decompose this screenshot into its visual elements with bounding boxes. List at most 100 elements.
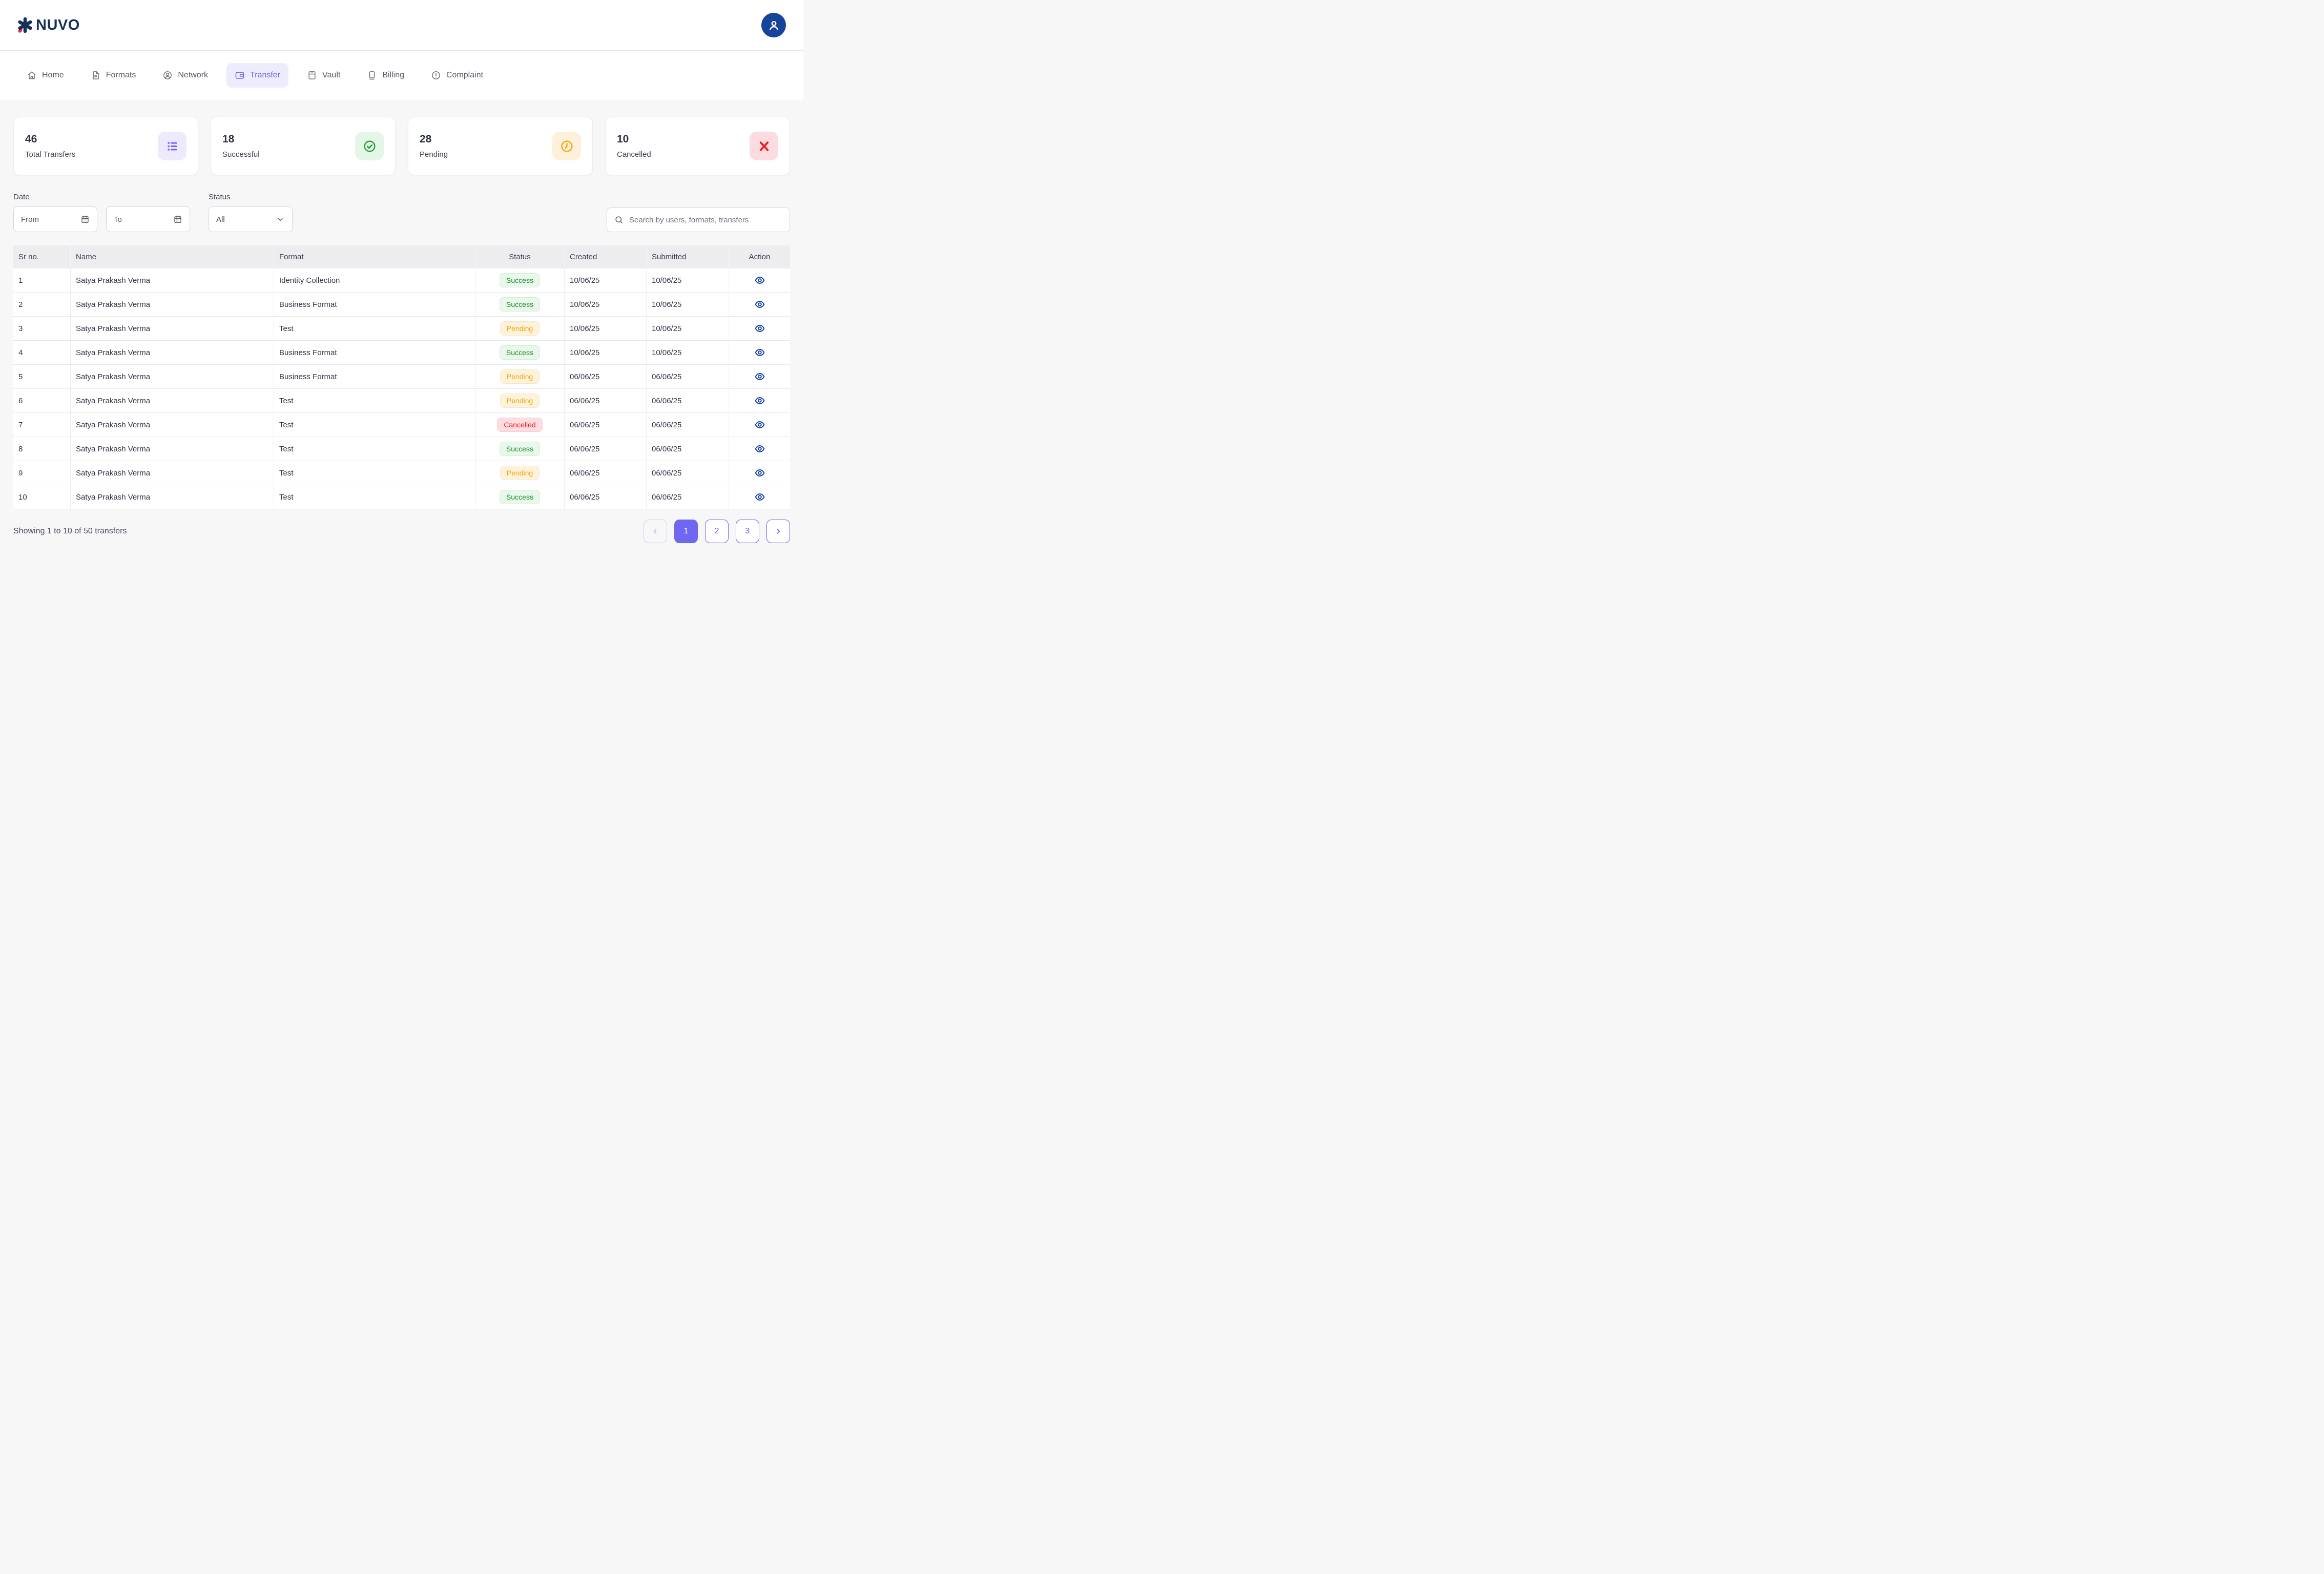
- nav-item-vault[interactable]: Vault: [299, 63, 348, 88]
- status-badge: Success: [500, 297, 540, 312]
- view-action-button[interactable]: [752, 369, 767, 384]
- cell-format: Test: [274, 437, 475, 461]
- nav-item-formats[interactable]: Formats: [82, 63, 144, 88]
- nav-item-complaint[interactable]: Complaint: [423, 63, 491, 88]
- cell-sr-no: 1: [13, 268, 71, 292]
- status-badge: Pending: [500, 394, 540, 408]
- stat-icon-box: [355, 132, 384, 160]
- cell-submitted: 10/06/25: [647, 293, 729, 316]
- column-header-format: Format: [274, 245, 475, 268]
- eye-icon: [754, 419, 765, 430]
- cell-name: Satya Prakash Verma: [71, 317, 274, 340]
- nav-item-network[interactable]: Network: [154, 63, 216, 88]
- cell-name: Satya Prakash Verma: [71, 461, 274, 485]
- cell-created: 06/06/25: [565, 365, 647, 388]
- cell-submitted: 06/06/25: [647, 389, 729, 412]
- cell-name: Satya Prakash Verma: [71, 341, 274, 364]
- cell-status: Success: [475, 485, 565, 509]
- table-row: 3 Satya Prakash Verma Test Pending 10/06…: [13, 317, 790, 341]
- date-from-input[interactable]: From: [13, 206, 97, 232]
- view-action-button[interactable]: [752, 321, 767, 336]
- search-icon: [614, 215, 624, 224]
- table-row: 9 Satya Prakash Verma Test Pending 06/06…: [13, 461, 790, 485]
- file-icon: [91, 70, 101, 80]
- calendar-icon: [80, 215, 90, 224]
- cell-format: Test: [274, 485, 475, 509]
- cell-submitted: 10/06/25: [647, 317, 729, 340]
- user-icon: [767, 18, 781, 32]
- list-icon: [165, 139, 179, 153]
- status-badge: Cancelled: [497, 418, 543, 432]
- pagination-page-3[interactable]: 3: [736, 520, 759, 543]
- cell-action: [729, 293, 790, 316]
- stat-text: 46 Total Transfers: [25, 133, 75, 159]
- cell-status: Success: [475, 268, 565, 292]
- stat-value: 28: [420, 133, 432, 145]
- cell-action: [729, 389, 790, 412]
- search-input[interactable]: [628, 215, 782, 225]
- brand-flower-icon: [18, 17, 32, 33]
- cell-format: Business Format: [274, 341, 475, 364]
- cell-name: Satya Prakash Verma: [71, 485, 274, 509]
- view-action-button[interactable]: [752, 417, 767, 432]
- eye-icon: [754, 395, 765, 406]
- cell-status: Cancelled: [475, 413, 565, 437]
- cell-created: 10/06/25: [565, 293, 647, 316]
- status-filter-label: Status: [209, 193, 231, 201]
- cell-created: 06/06/25: [565, 461, 647, 485]
- view-action-button[interactable]: [752, 465, 767, 481]
- table-row: 1 Satya Prakash Verma Identity Collectio…: [13, 268, 790, 293]
- stat-card-successful: 18 Successful: [211, 117, 396, 175]
- pagination-next-button[interactable]: [766, 520, 790, 543]
- view-action-button[interactable]: [752, 345, 767, 360]
- nav-item-transfer[interactable]: Transfer: [226, 63, 289, 88]
- table-header-row: Sr no. Name Format Status Created Submitted Ac…: [13, 245, 790, 268]
- view-action-button[interactable]: [752, 297, 767, 312]
- cell-action: [729, 317, 790, 340]
- pagination-summary: Showing 1 to 10 of 50 transfers: [13, 527, 127, 535]
- cell-format: Identity Collection: [274, 268, 475, 292]
- cell-created: 10/06/25: [565, 317, 647, 340]
- user-avatar[interactable]: [761, 13, 786, 37]
- cell-name: Satya Prakash Verma: [71, 293, 274, 316]
- date-to-input[interactable]: To: [106, 206, 190, 232]
- eye-icon: [754, 347, 765, 358]
- status-badge: Success: [500, 273, 540, 287]
- view-action-button[interactable]: [752, 273, 767, 288]
- nav-item-label: Billing: [382, 71, 404, 79]
- view-action-button[interactable]: [752, 489, 767, 505]
- column-header-created: Created: [565, 245, 647, 268]
- table-row: 7 Satya Prakash Verma Test Cancelled 06/…: [13, 413, 790, 437]
- table-row: 6 Satya Prakash Verma Test Pending 06/06…: [13, 389, 790, 413]
- cell-status: Success: [475, 293, 565, 316]
- pagination-page-2[interactable]: 2: [705, 520, 729, 543]
- column-header-name: Name: [71, 245, 274, 268]
- eye-icon: [754, 371, 765, 382]
- search-box: [607, 208, 790, 232]
- brand-logo: NUVO: [17, 16, 80, 34]
- stat-value: 10: [617, 133, 629, 145]
- cell-name: Satya Prakash Verma: [71, 389, 274, 412]
- nav-item-billing[interactable]: Billing: [359, 63, 412, 88]
- stat-icon-box: [552, 132, 581, 160]
- cell-sr-no: 4: [13, 341, 71, 364]
- cell-action: [729, 485, 790, 509]
- stat-card-total-transfers: 46 Total Transfers: [13, 117, 198, 175]
- nav-item-label: Vault: [322, 71, 341, 79]
- status-select[interactable]: All: [209, 206, 293, 232]
- chevron-left-icon: [651, 527, 660, 536]
- view-action-button[interactable]: [752, 393, 767, 408]
- brand-name: NUVO: [36, 16, 80, 33]
- pagination-prev-button[interactable]: [644, 520, 667, 543]
- cell-sr-no: 8: [13, 437, 71, 461]
- view-action-button[interactable]: [752, 441, 767, 457]
- pagination-page-1[interactable]: 1: [674, 520, 698, 543]
- stat-icon-box: [750, 132, 778, 160]
- eye-icon: [754, 323, 765, 334]
- status-badge: Pending: [500, 369, 540, 384]
- app-header: NUVO: [0, 0, 803, 51]
- nav-item-home[interactable]: Home: [18, 63, 72, 88]
- transfer-icon: [235, 70, 245, 80]
- stat-text: 18 Successful: [222, 133, 260, 159]
- cell-action: [729, 341, 790, 364]
